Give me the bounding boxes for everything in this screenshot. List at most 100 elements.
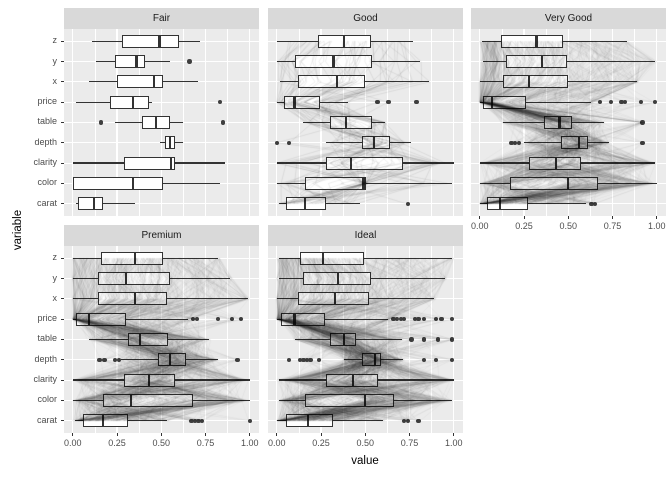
- outlier-dot: [221, 120, 226, 125]
- y-tick-mark: [60, 298, 64, 300]
- x-tick-mark: [567, 216, 569, 219]
- x-tick-label: 0.25: [515, 221, 533, 231]
- x-tick-mark: [320, 433, 322, 436]
- y-tick-mark: [60, 318, 64, 320]
- strip-label: Ideal: [354, 230, 377, 241]
- boxplot-median: [169, 136, 172, 150]
- boxplot-box: [124, 156, 175, 170]
- y-tick-mark: [60, 61, 64, 63]
- x-tick-mark: [453, 433, 455, 436]
- strip-label: Premium: [141, 230, 182, 241]
- y-tick-label: clarity: [33, 157, 57, 168]
- x-tick-mark: [479, 216, 481, 219]
- y-tick-mark: [60, 379, 64, 381]
- x-tick-mark: [116, 433, 118, 436]
- x-tick-mark: [205, 433, 207, 436]
- x-tick-mark: [276, 433, 278, 436]
- x-tick-label: 1.00: [241, 438, 259, 448]
- y-tick-label: table: [37, 333, 57, 344]
- gridline-category: [64, 203, 259, 205]
- strip-label: Very Good: [544, 13, 593, 24]
- boxplot-box: [117, 75, 164, 89]
- y-tick-label: z: [52, 252, 58, 263]
- y-tick-label: carat: [36, 414, 57, 425]
- facet-panel-very-good: [471, 29, 666, 216]
- y-tick-mark: [60, 182, 64, 184]
- x-tick-mark: [409, 433, 411, 436]
- facet-strip-premium: Premium: [64, 225, 259, 246]
- x-axis-title: value: [351, 455, 379, 467]
- x-tick-label: 0.50: [152, 438, 171, 448]
- facet-strip-fair: Fair: [64, 8, 259, 29]
- boxplot-whisker: [76, 203, 135, 205]
- y-tick-label: clarity: [33, 374, 57, 385]
- x-tick-mark: [364, 433, 366, 436]
- facet-strip-good: Good: [268, 8, 463, 29]
- x-tick-mark: [72, 433, 74, 436]
- y-tick-mark: [60, 121, 64, 123]
- y-tick-label: depth: [34, 136, 57, 147]
- boxplot-median: [135, 55, 138, 69]
- parcoord-lines-canvas: [268, 29, 463, 216]
- facet-panel-good: [268, 29, 463, 216]
- x-tick-label: 0.00: [268, 438, 286, 448]
- outlier-dot: [187, 59, 192, 64]
- boxplot-box: [122, 34, 179, 48]
- y-tick-mark: [60, 101, 64, 103]
- parcoord-lines-canvas: [268, 246, 463, 433]
- y-tick-label: carat: [36, 197, 57, 208]
- y-tick-mark: [60, 338, 64, 340]
- outlier-dot: [98, 120, 104, 125]
- x-tick-label: 1.00: [648, 221, 666, 231]
- x-tick-label: 0.00: [64, 438, 82, 448]
- x-tick-mark: [249, 433, 251, 436]
- y-tick-label: z: [52, 35, 58, 46]
- y-tick-label: price: [37, 313, 57, 324]
- y-tick-mark: [60, 40, 64, 42]
- boxplot-median: [131, 176, 135, 190]
- x-tick-label: 1.00: [445, 438, 463, 448]
- facet-panel-fair: [64, 29, 259, 216]
- strip-label: Good: [353, 13, 378, 24]
- y-tick-mark: [60, 278, 64, 280]
- boxplot-median: [131, 95, 135, 109]
- y-tick-mark: [60, 359, 64, 361]
- y-tick-mark: [60, 399, 64, 401]
- boxplot-median: [158, 34, 161, 48]
- y-tick-label: x: [52, 75, 58, 86]
- y-tick-mark: [60, 162, 64, 164]
- y-tick-label: color: [37, 394, 57, 405]
- x-tick-mark: [612, 216, 614, 219]
- x-tick-mark: [160, 433, 162, 436]
- y-tick-label: color: [37, 177, 57, 188]
- gridline-category: [64, 101, 259, 103]
- y-tick-label: x: [52, 292, 58, 303]
- y-tick-label: depth: [34, 353, 57, 364]
- boxplot-box: [78, 197, 103, 211]
- x-tick-label: 0.25: [312, 438, 330, 448]
- y-tick-mark: [60, 257, 64, 259]
- boxplot-box: [109, 95, 149, 109]
- boxplot-median: [153, 75, 156, 89]
- parcoord-lines-canvas: [64, 246, 259, 433]
- x-tick-mark: [523, 216, 525, 219]
- y-axis-title: variable: [12, 209, 24, 251]
- y-tick-mark: [60, 142, 64, 144]
- facet-strip-ideal: Ideal: [268, 225, 463, 246]
- boxplot-box: [115, 55, 146, 69]
- x-tick-label: 0.75: [400, 438, 419, 448]
- x-tick-label: 0.75: [603, 221, 622, 231]
- boxplot-box: [72, 176, 164, 190]
- x-tick-label: 0.25: [108, 438, 126, 448]
- y-tick-label: price: [37, 96, 57, 107]
- y-tick-mark: [60, 81, 64, 83]
- x-tick-label: 0.00: [471, 221, 489, 231]
- y-tick-mark: [60, 203, 64, 205]
- facet-strip-very-good: Very Good: [471, 8, 666, 29]
- boxplot-median: [92, 197, 96, 211]
- parcoord-lines-canvas: [471, 29, 666, 216]
- facet-panel-premium: [64, 246, 259, 433]
- x-tick-label: 0.50: [356, 438, 375, 448]
- x-tick-mark: [656, 216, 658, 219]
